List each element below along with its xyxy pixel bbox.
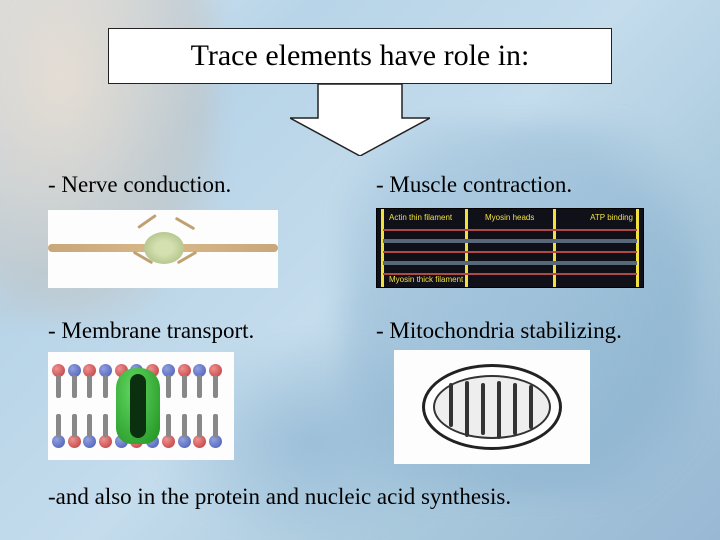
illustration-muscle: Actin thin filament Myosin heads ATP bin…	[376, 208, 644, 288]
illustration-neuron	[48, 210, 278, 288]
bullet-membrane: - Membrane transport.	[48, 318, 254, 344]
bullet-nerve: - Nerve conduction.	[48, 172, 231, 198]
bullet-mitochondria: - Mitochondria stabilizing.	[376, 318, 622, 344]
slide-title: Trace elements have role in:	[191, 39, 530, 73]
title-box: Trace elements have role in:	[108, 28, 612, 84]
bullet-muscle: - Muscle contraction.	[376, 172, 572, 198]
footer-text: -and also in the protein and nucleic aci…	[48, 484, 511, 510]
illustration-membrane	[48, 352, 234, 460]
down-arrow-icon	[290, 84, 430, 156]
illustration-mitochondria	[394, 350, 590, 464]
